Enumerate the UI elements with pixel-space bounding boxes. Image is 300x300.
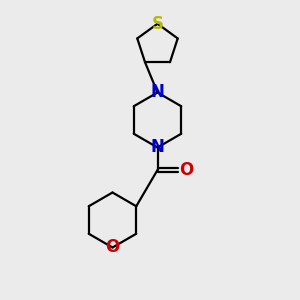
Text: O: O [105,238,120,256]
Text: O: O [179,161,194,179]
Text: N: N [151,139,164,157]
Text: S: S [152,15,164,33]
Text: N: N [151,83,164,101]
